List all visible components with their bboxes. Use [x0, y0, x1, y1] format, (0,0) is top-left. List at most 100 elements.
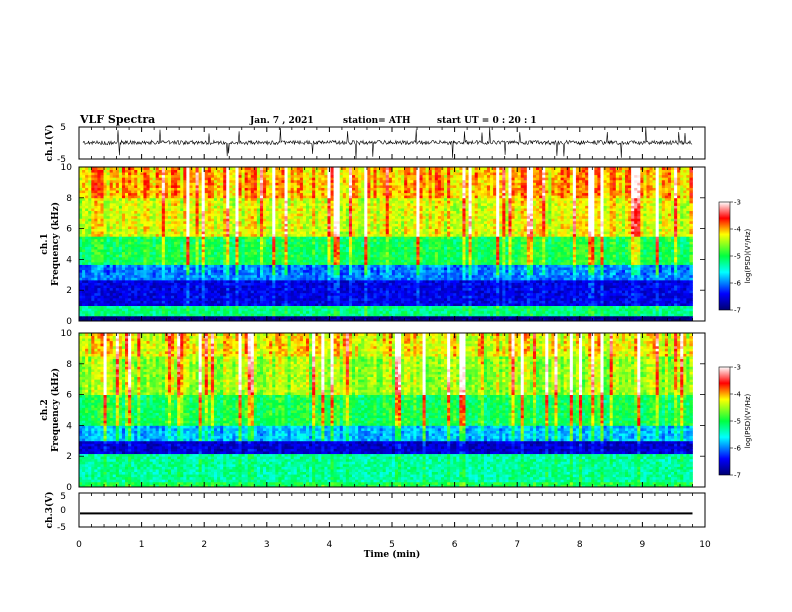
spectrogram-cell [220, 274, 224, 278]
spectrogram-cell [502, 315, 506, 319]
spectrogram-cell [125, 274, 129, 278]
spectrogram-cell [355, 264, 359, 268]
spectrogram-cell [474, 295, 479, 299]
spectrogram-cell [379, 267, 384, 271]
spectrogram-cell [486, 259, 491, 263]
spectrogram-cell [391, 292, 396, 296]
spectrogram-cell [327, 297, 331, 301]
spectrogram-cell [511, 308, 515, 312]
spectrogram-cell [315, 261, 319, 265]
spectrogram-cell [275, 290, 279, 294]
spectrogram-cell [502, 279, 506, 283]
spectrogram-cell [508, 295, 512, 299]
spectrogram-cell [210, 297, 215, 301]
spectrogram-cell [652, 318, 657, 322]
spectrogram-cell [450, 308, 454, 312]
spectrogram-cell [603, 315, 607, 319]
spectrogram-cell [128, 305, 132, 309]
spectrogram-cell [618, 264, 623, 268]
spectrogram-cell [542, 256, 546, 260]
spectrogram-cell [358, 259, 362, 263]
spectrogram-cell [118, 274, 123, 278]
spectrogram-cell [158, 277, 163, 281]
spectrogram-cell [517, 313, 522, 317]
spectrogram-cell [112, 287, 117, 291]
spectrogram-cell [97, 290, 101, 294]
spectrogram-cell [677, 313, 681, 317]
spectrogram-cell [652, 272, 657, 276]
spectrogram-cell [131, 297, 135, 301]
spectrogram-cell [302, 261, 307, 265]
spectrogram-cell [217, 315, 221, 319]
spectrogram-cell [238, 274, 242, 278]
spectrogram-cell [514, 285, 519, 289]
spectrogram-cell [545, 290, 549, 294]
spectrogram-cell [244, 318, 249, 322]
spectrogram-cell [195, 300, 200, 304]
spectrogram-cell [477, 292, 482, 296]
spectrogram-cell [413, 303, 417, 306]
spectrogram-cell [468, 282, 473, 286]
spectrogram-cell [637, 318, 641, 322]
spectrogram-cell [649, 297, 654, 301]
spectrogram-cell [345, 269, 350, 273]
spectrogram-cell [88, 285, 92, 289]
spectrogram-cell [244, 292, 249, 296]
spectrogram-cell [631, 295, 635, 299]
spectrogram-cell [238, 261, 242, 265]
spectrogram-cell [149, 261, 154, 265]
spectrogram-cell [229, 310, 233, 314]
spectrogram-cell [275, 272, 279, 276]
spectrogram-cell [410, 310, 414, 314]
spectrogram-cell [628, 295, 632, 299]
spectrogram-cell [305, 305, 310, 309]
spectrogram-cell [192, 308, 196, 312]
spectrogram-cell [232, 287, 236, 291]
spectrogram-cell [164, 285, 169, 289]
spectrogram-cell [683, 287, 687, 291]
spectrogram-cell [109, 292, 114, 296]
spectrogram-cell [625, 292, 629, 296]
spectrogram-cell [121, 303, 126, 306]
spectrogram-cell [655, 292, 660, 296]
spectrogram-cell [615, 300, 620, 304]
spectrogram-cell [315, 303, 319, 306]
spectrogram-cell [223, 308, 227, 312]
spectrogram-cell [646, 256, 650, 260]
spectrogram-cell [315, 290, 319, 294]
spectrogram-cell [621, 285, 626, 289]
spectrogram-cell [88, 300, 92, 304]
spectrogram-cell [183, 274, 187, 278]
spectrogram-cell [499, 267, 503, 271]
spectrogram-cell [551, 305, 555, 309]
spectrogram-cell [278, 272, 282, 276]
spectrogram-cell [229, 315, 233, 319]
spectrogram-cell [97, 300, 101, 304]
spectrogram-cell [348, 300, 353, 304]
spectrogram-cell [247, 279, 252, 283]
spectrogram-cell [502, 290, 506, 294]
spectrogram-cell [655, 272, 660, 276]
spectrogram-cell [652, 308, 657, 312]
spectrogram-cell [649, 269, 654, 273]
spectrogram-cell [588, 269, 592, 273]
spectrogram-cell [434, 305, 439, 309]
spectrogram-cell [388, 300, 393, 304]
spectrogram-cell [618, 313, 623, 317]
spectrogram-cell [143, 290, 147, 294]
spectrogram-cell [465, 279, 469, 283]
spectrogram-cell [106, 318, 111, 322]
spectrogram-cell [634, 261, 638, 265]
spectrogram-cell [422, 297, 427, 301]
spectrogram-cell [361, 285, 365, 289]
spectrogram-cell [342, 305, 347, 309]
spectrogram-cell [223, 282, 227, 286]
spectrogram-cell [155, 272, 160, 276]
spectrogram-cell [195, 305, 200, 309]
spectrogram-cell [82, 264, 86, 268]
spectrogram-cell [238, 287, 242, 291]
spectrogram-cell [431, 313, 436, 317]
spectrogram-cell [342, 259, 347, 263]
spectrogram-cell [112, 313, 117, 317]
spectrogram-cell [201, 315, 206, 319]
